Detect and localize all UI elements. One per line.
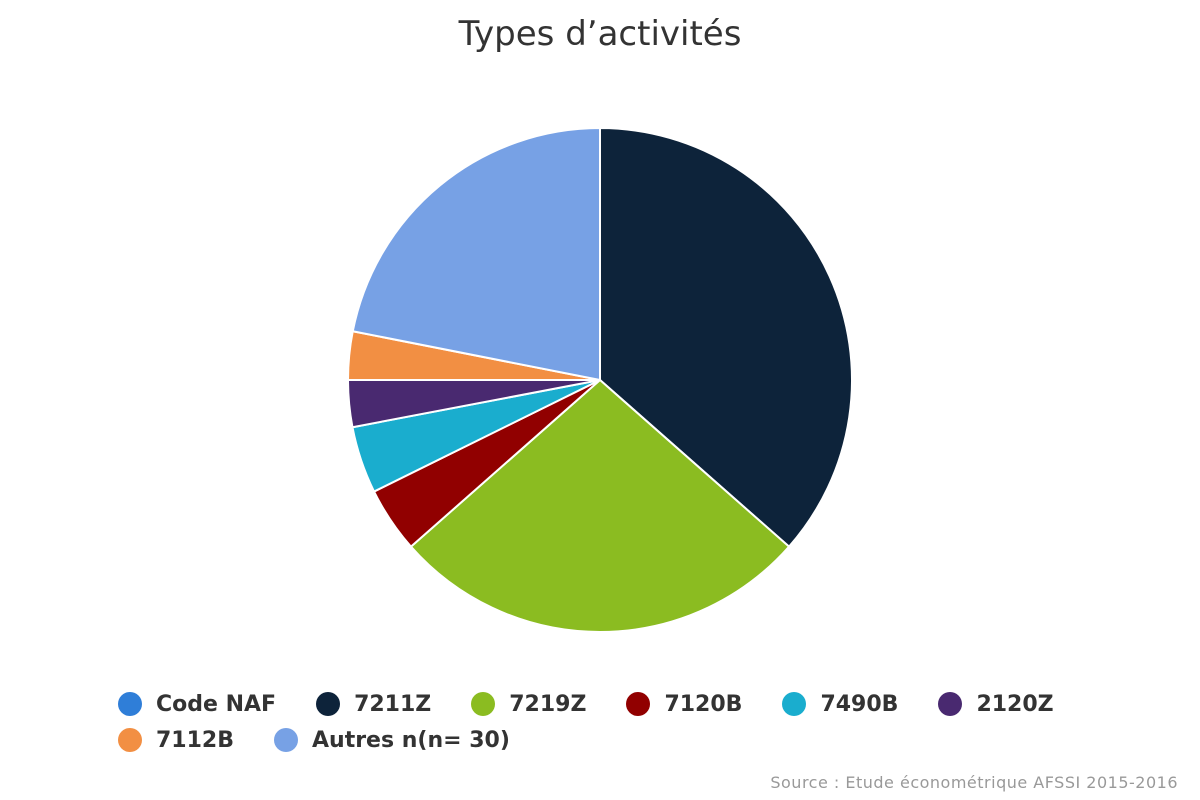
legend-item[interactable]: 7219Z	[471, 692, 586, 717]
legend-swatch-icon	[274, 728, 298, 752]
source-credit: Source : Etude économétrique AFSSI 2015-…	[770, 773, 1178, 792]
legend-row: Code NAF 7211Z 7219Z 7120B 7490B 2120Z	[118, 686, 1118, 722]
legend-label: Autres n(n= 30)	[312, 727, 510, 753]
legend-item[interactable]: 7112B	[118, 728, 234, 753]
legend-item[interactable]: 7211Z	[316, 692, 431, 717]
legend-item[interactable]: Code NAF	[118, 692, 276, 717]
legend-label: 7211Z	[354, 691, 432, 717]
pie-slice-7211z[interactable]	[599, 127, 853, 548]
legend-swatch-icon	[118, 728, 142, 752]
legend-swatch-icon	[471, 692, 496, 716]
legend-label: 2120Z	[976, 691, 1054, 717]
pie-slice-autres-n-n-30[interactable]	[351, 127, 601, 381]
legend-swatch-icon	[938, 692, 963, 716]
legend-label: 7490B	[820, 691, 899, 717]
legend-item[interactable]: 2120Z	[938, 691, 1054, 717]
legend-label: 7120B	[664, 691, 743, 717]
legend-item[interactable]: 7490B	[782, 692, 898, 717]
legend-swatch-icon	[782, 692, 807, 716]
pie-slice-7219z[interactable]	[409, 379, 791, 633]
legend-row: 7112B Autres n(n= 30)	[118, 722, 1118, 758]
legend-swatch-icon	[316, 692, 341, 716]
chart-title: Types d’activités	[458, 14, 742, 54]
legend-item[interactable]: 7120B	[626, 692, 742, 717]
legend-item[interactable]: Autres n(n= 30)	[274, 728, 510, 753]
legend-label: 7112B	[156, 727, 234, 753]
legend-label: Code NAF	[156, 691, 277, 717]
legend-swatch-icon	[118, 692, 142, 716]
legend-swatch-icon	[626, 692, 651, 716]
legend: Code NAF 7211Z 7219Z 7120B 7490B 2120Z 7112B A…	[118, 686, 1118, 758]
legend-label: 7219Z	[509, 691, 587, 717]
